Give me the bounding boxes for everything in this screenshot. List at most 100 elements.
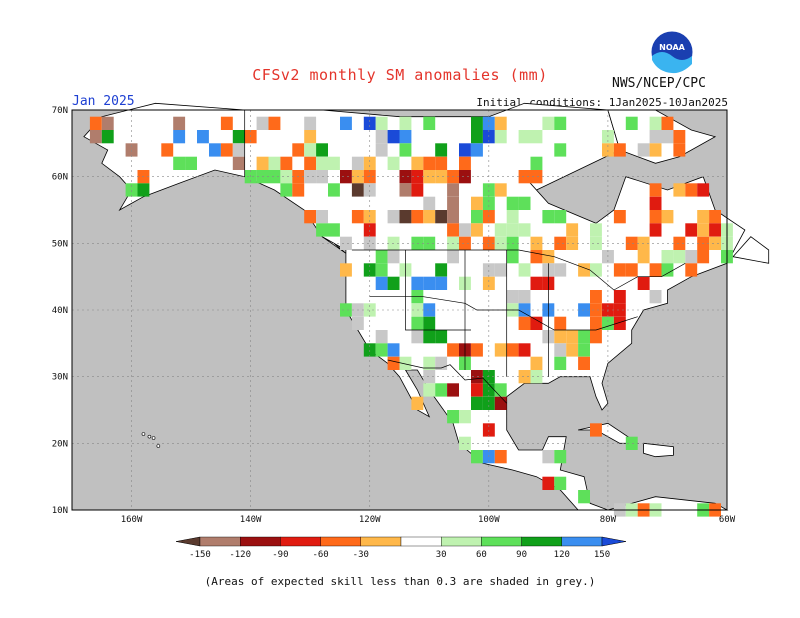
anomaly-cell (447, 183, 459, 197)
anomaly-cell (649, 263, 662, 277)
colorbar-segment (561, 536, 603, 547)
anomaly-cell (399, 116, 412, 130)
anomaly-cell (304, 156, 317, 170)
anomaly-cell (637, 143, 650, 157)
anomaly-cell (375, 250, 388, 264)
anomaly-cell (578, 490, 590, 504)
anomaly-cell (387, 356, 400, 370)
colorbar-tick-label: -120 (229, 550, 251, 560)
anomaly-cell (161, 143, 174, 157)
colorbar-tick-label: 90 (516, 550, 527, 560)
anomaly-cell (375, 263, 388, 277)
colorbar-segment (320, 536, 362, 547)
lat-label: 70N (52, 106, 68, 116)
colorbar-tick-label: -30 (353, 550, 369, 560)
latitude-labels: 70N 60N 50N 40N 30N 20N 10N (52, 106, 68, 516)
anomaly-cell (685, 183, 698, 197)
anomaly-cell (613, 210, 626, 224)
colorbar-tick-label: 30 (436, 550, 447, 560)
anomaly-cell (494, 343, 507, 357)
anomaly-cell (387, 130, 400, 144)
colorbar-segment (239, 536, 281, 547)
anomaly-cell (435, 143, 448, 157)
anomaly-cell (530, 236, 543, 250)
anomaly-cell (423, 156, 436, 170)
anomaly-cell (554, 236, 567, 250)
anomaly-cell (447, 250, 459, 264)
anomaly-cell (304, 143, 317, 157)
anomaly-cell (304, 210, 317, 224)
landmass-4 (732, 236, 770, 264)
colorbar-segment (441, 536, 482, 547)
state-borders (244, 110, 686, 404)
anomaly-cell (506, 223, 519, 237)
anomaly-cell (423, 116, 436, 130)
anomaly-cell (411, 156, 424, 170)
anomaly-cell (518, 196, 531, 210)
anomaly-cell (482, 263, 495, 277)
anomaly-cell (340, 263, 352, 277)
anomaly-cell (661, 250, 674, 264)
anomaly-cell (411, 316, 424, 330)
anomaly-cell (423, 276, 436, 290)
border-line (351, 249, 686, 291)
anomaly-cell (625, 263, 638, 277)
anomaly-cell (423, 303, 436, 317)
anomaly-cell (137, 183, 150, 197)
anomaly-cell (482, 396, 495, 410)
anomaly-cell (506, 250, 519, 264)
forecast-month: Jan 2025 (72, 94, 135, 109)
footnote: (Areas of expected skill less than 0.3 a… (204, 575, 596, 588)
anomaly-cell (625, 236, 638, 250)
anomaly-cell (625, 436, 638, 450)
anomaly-cell (363, 156, 376, 170)
anomaly-cell (375, 130, 388, 144)
colorbar-tick-label: 120 (554, 550, 570, 560)
anomaly-cell (494, 263, 507, 277)
anomaly-cell (613, 316, 626, 330)
anomaly-cell (554, 343, 567, 357)
anomaly-cell (613, 290, 626, 304)
anomaly-cell (471, 143, 483, 157)
anomaly-cell (530, 316, 543, 330)
anomaly-cell (506, 343, 519, 357)
lat-label: 10N (52, 506, 68, 516)
colorbar-segment (360, 536, 402, 547)
lat-label: 60N (52, 173, 68, 183)
anomaly-cell (316, 156, 328, 170)
colorbar-segment (280, 536, 321, 547)
anomaly-cell (471, 196, 483, 210)
colorbar-right-arrow (601, 536, 627, 547)
anomaly-cell (232, 143, 245, 157)
anomaly-cell (482, 276, 495, 290)
anomaly-cell (661, 263, 674, 277)
chart-title: CFSv2 monthly SM anomalies (mm) (252, 66, 548, 84)
anomaly-cell (411, 396, 424, 410)
anomaly-cell (328, 223, 340, 237)
anomaly-cell (459, 170, 471, 184)
anomaly-cell (351, 183, 364, 197)
anomaly-cell (566, 223, 579, 237)
anomaly-cell (518, 343, 531, 357)
colorbar-tick-label: 60 (476, 550, 487, 560)
colorbar-tick-label: 150 (594, 550, 610, 560)
anomaly-cell (173, 116, 186, 130)
anomaly-cell (494, 116, 507, 130)
anomaly-cell (482, 383, 495, 397)
anomaly-cell (435, 170, 448, 184)
anomaly-cell (435, 383, 448, 397)
landmass-5 (321, 236, 347, 254)
lon-label: 120W (359, 515, 381, 525)
anomaly-cell (602, 316, 614, 330)
anomaly-cell (482, 183, 495, 197)
anomaly-cell (673, 236, 686, 250)
anomaly-cell (530, 276, 543, 290)
anomaly-cell (697, 250, 710, 264)
anomaly-cell (173, 130, 186, 144)
anomaly-cell (649, 290, 662, 304)
anomaly-cell (280, 183, 293, 197)
anomaly-cell (209, 143, 221, 157)
anomaly-cell (697, 210, 710, 224)
anomaly-cell (220, 143, 233, 157)
anomaly-cell (602, 143, 614, 157)
